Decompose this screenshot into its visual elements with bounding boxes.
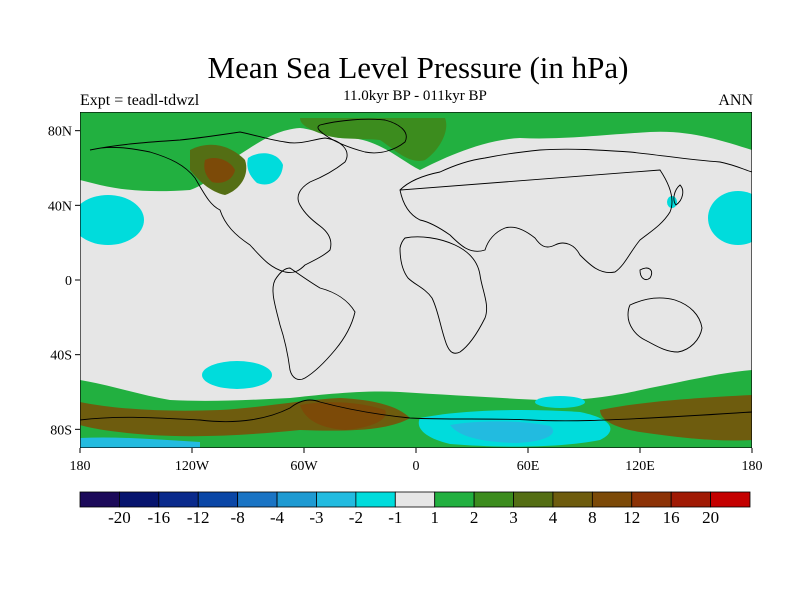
colorbar-labels: -20 -16 -12 -8 -4 -3 -2 -1 1 2 3 4 8 12 16 20: [108, 508, 719, 527]
season-label: ANN: [718, 92, 753, 109]
colorbar-label: 8: [588, 508, 597, 527]
lat-tick-label: 0: [65, 274, 72, 289]
colorbar-swatch: [79, 491, 120, 508]
colorbar-label: -2: [349, 508, 363, 527]
negative-anomaly-spacific: [202, 361, 272, 389]
positive-anomaly-greenland: [300, 118, 447, 161]
colorbar-swatch: [355, 491, 396, 508]
lon-tick-label: 0: [413, 459, 420, 474]
negative-anomaly-east-antarctica-core: [450, 421, 554, 443]
colorbar-label: 16: [663, 508, 680, 527]
positive-anomaly-canada-core: [204, 158, 235, 183]
positive-anomaly-antarctic-east: [600, 395, 752, 441]
colorbar-swatch: [197, 491, 239, 508]
lat-tick-label: 40S: [50, 349, 72, 364]
colorbar-swatch: [119, 491, 160, 508]
colorbar-label: 4: [549, 508, 558, 527]
experiment-label: Expt = teadl-tdwzl: [80, 92, 200, 109]
colorbar-swatch: [316, 491, 357, 508]
lon-tick-label: 60E: [517, 459, 540, 474]
colorbar-swatch: [276, 491, 317, 508]
colorbar-label: -12: [187, 508, 210, 527]
lon-tick-label: 120W: [175, 459, 210, 474]
colorbar-boxes: [79, 491, 751, 508]
colorbar-swatch: [158, 491, 199, 508]
colorbar-swatch: [473, 491, 514, 508]
negative-anomaly-npacific-west: [80, 195, 144, 245]
colorbar-label: -3: [309, 508, 323, 527]
lat-tick-label: 40N: [48, 199, 72, 214]
negative-anomaly-npacific-east: [708, 191, 752, 245]
colorbar-label: -4: [270, 508, 285, 527]
colorbar-swatch: [237, 491, 278, 508]
negative-anomaly-hudson: [247, 153, 283, 185]
colorbar-label: -8: [231, 508, 245, 527]
lon-tick-label: 180: [70, 459, 91, 474]
colorbar-swatch: [394, 491, 436, 508]
colorbar-label: 20: [702, 508, 719, 527]
lon-tick-label: 120E: [625, 459, 655, 474]
colorbar-swatch: [670, 491, 711, 508]
lon-tick-label: 180: [742, 459, 763, 474]
negative-anomaly-weddell: [535, 396, 585, 408]
chart-title: Mean Sea Level Pressure (in hPa): [207, 50, 629, 85]
lat-tick-label: 80N: [48, 125, 72, 140]
colorbar-label: -16: [147, 508, 170, 527]
colorbar-label: 2: [470, 508, 479, 527]
colorbar-label: -1: [388, 508, 402, 527]
colorbar-swatch: [513, 491, 554, 508]
longitude-ticks: 180 120W 60W 0 60E 120E 180: [70, 448, 763, 474]
colorbar-label: 12: [623, 508, 640, 527]
colorbar-swatch: [434, 491, 475, 508]
latitude-ticks: 80N 40N 0 40S 80S: [48, 125, 80, 438]
positive-anomaly-antarctic-core: [300, 402, 386, 430]
lat-tick-label: 80S: [50, 423, 72, 438]
colorbar-label: 1: [430, 508, 439, 527]
lon-tick-label: 60W: [290, 459, 318, 474]
chart-subtitle: 11.0kyr BP - 011kyr BP: [343, 88, 487, 104]
map-fields: [80, 112, 752, 448]
colorbar-swatch: [591, 491, 633, 508]
colorbar-swatch: [552, 491, 593, 508]
colorbar-swatch: [710, 491, 751, 508]
colorbar-swatch: [631, 491, 672, 508]
colorbar-label: 3: [509, 508, 518, 527]
negative-anomaly-antarctic-strip: [80, 437, 200, 448]
coastlines: [80, 118, 752, 423]
colorbar-label: -20: [108, 508, 131, 527]
